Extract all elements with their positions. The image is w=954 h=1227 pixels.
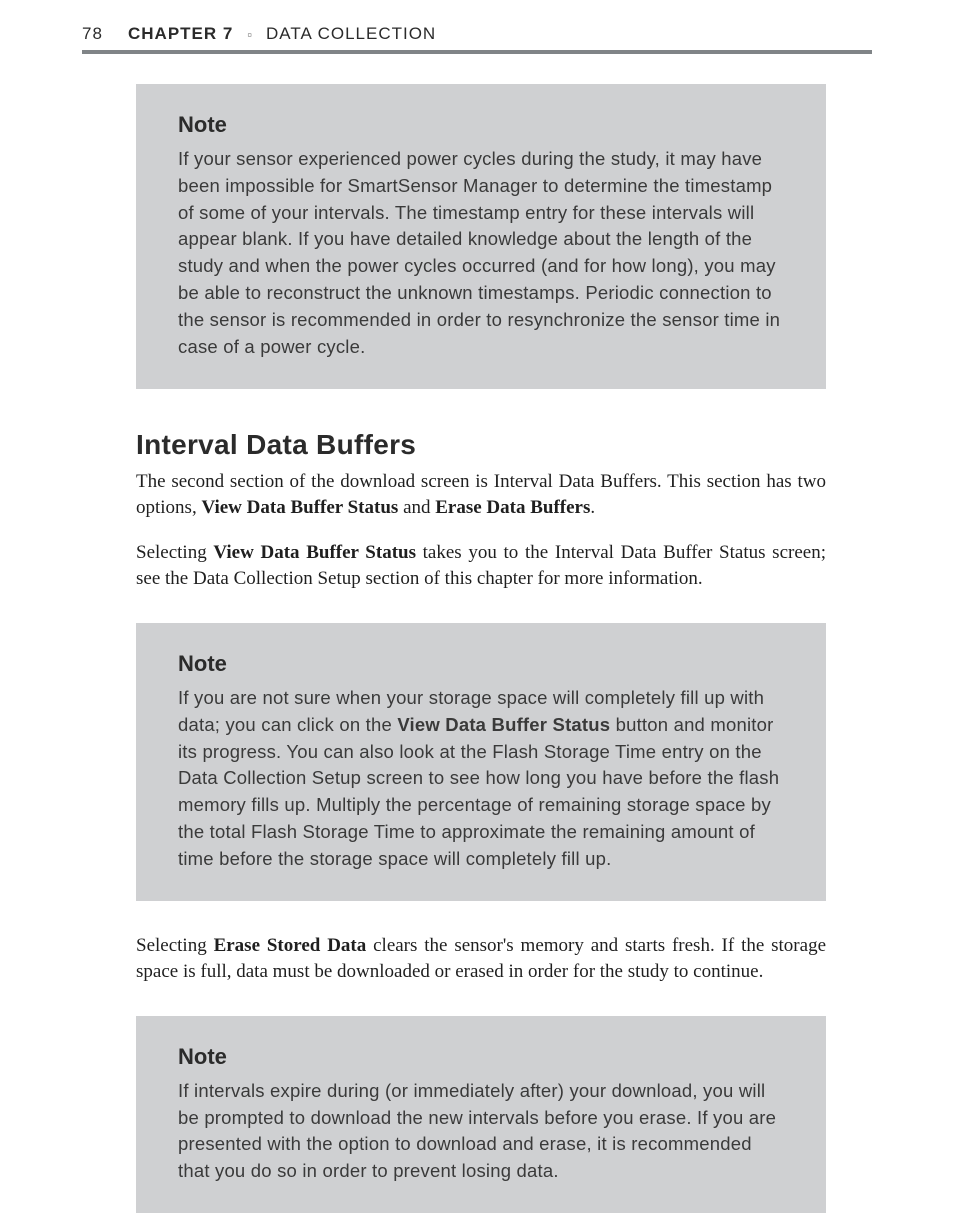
note-title: Note [178,112,784,138]
text: Selecting [136,935,214,956]
bold-text: View Data Buffer Status [397,714,610,735]
note-title: Note [178,1044,784,1070]
text: Selecting [136,542,213,563]
running-header: 78 CHAPTER 7 ▫ DATA COLLECTION [82,24,872,44]
page: 78 CHAPTER 7 ▫ DATA COLLECTION Note If y… [0,0,954,1227]
page-number: 78 [82,24,114,44]
bold-text: View Data Buffer Status [213,542,416,563]
header-rule [82,50,872,54]
text: and [398,497,435,518]
bold-text: View Data Buffer Status [201,497,398,518]
chapter-label: CHAPTER 7 [128,24,233,44]
body-paragraph: The second section of the download scree… [136,469,826,522]
note-body: If intervals expire during (or immediate… [178,1078,784,1185]
bold-text: Erase Data Buffers [435,497,590,518]
chapter-title: DATA COLLECTION [266,24,436,44]
note-body: If you are not sure when your storage sp… [178,685,784,873]
note-title: Note [178,651,784,677]
body-paragraph: Selecting View Data Buffer Status takes … [136,540,826,593]
note-box-1: Note If your sensor experienced power cy… [136,84,826,389]
content-area: Note If your sensor experienced power cy… [82,84,826,1227]
text: . [590,497,595,518]
section-heading-interval-data-buffers: Interval Data Buffers [136,429,826,461]
note-box-3: Note If intervals expire during (or imme… [136,1016,826,1213]
body-paragraph: Selecting Erase Stored Data clears the s… [136,933,826,986]
note-box-2: Note If you are not sure when your stora… [136,623,826,901]
text: button and monitor its progress. You can… [178,714,779,869]
note-body: If your sensor experienced power cycles … [178,146,784,361]
bold-text: Erase Stored Data [214,935,367,956]
header-separator: ▫ [247,27,252,42]
